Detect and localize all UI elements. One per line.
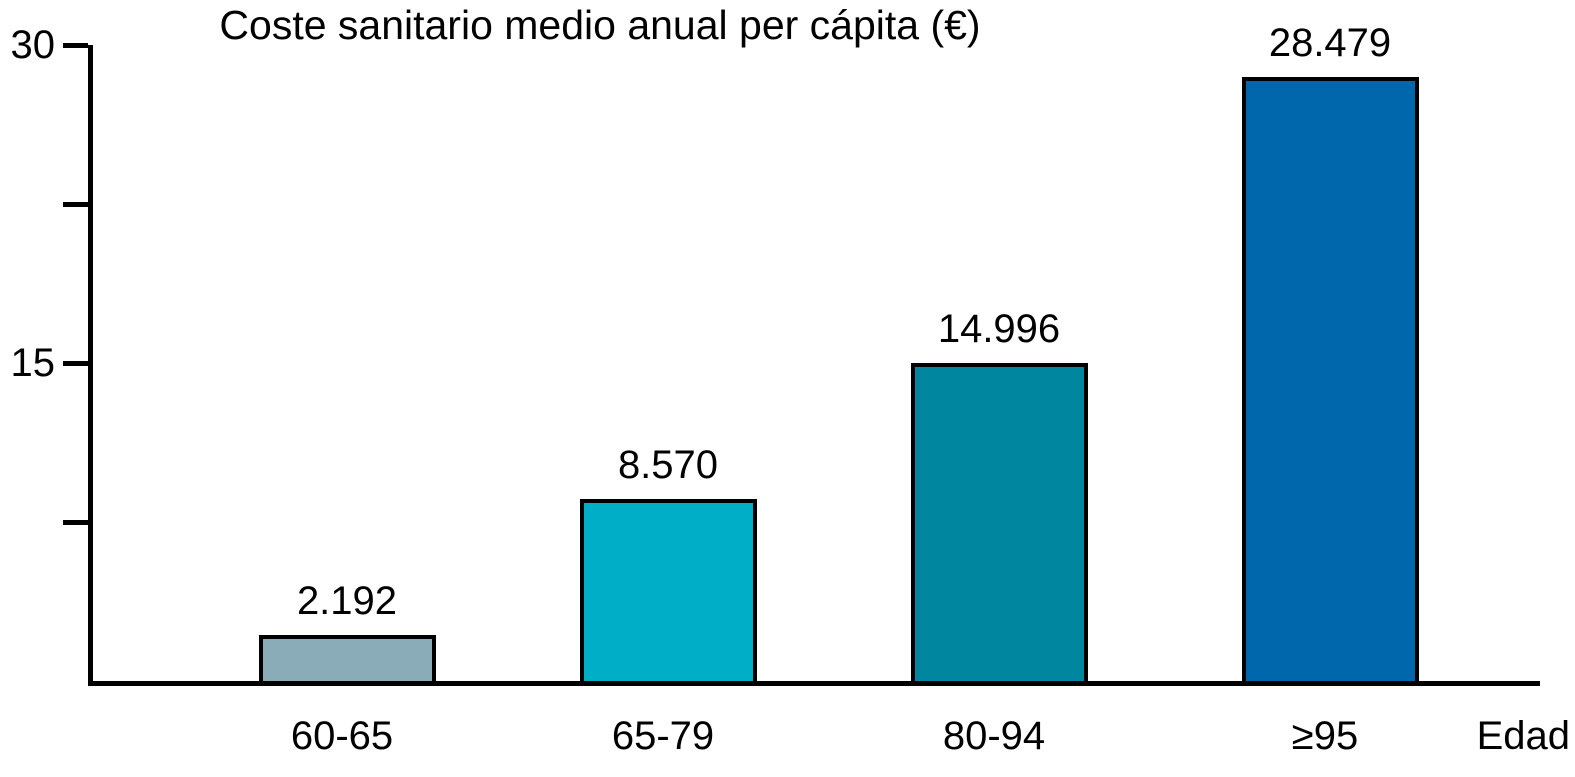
y-tick-label: 15 (10, 341, 56, 385)
x-tick-label: ≥95 (1291, 714, 1359, 758)
bar (1241, 77, 1419, 681)
y-axis-tick (63, 42, 88, 48)
y-axis-tick (63, 519, 88, 525)
x-axis-title: Edad (1476, 714, 1570, 758)
plot-area: 30 15 2.192 8.570 14.996 28.479 (11, 21, 1540, 686)
chart-title: Coste sanitario medio anual per cápita (… (219, 2, 981, 48)
bar-value-label: 2.192 (296, 578, 398, 623)
bar (258, 634, 436, 681)
bar-value-label: 8.570 (617, 443, 719, 488)
x-tick-label: 60-65 (290, 714, 394, 758)
y-tick-label: 30 (10, 23, 56, 67)
bar (910, 363, 1088, 681)
y-axis-tick (63, 360, 88, 366)
bar (579, 499, 757, 681)
bar-value-label: 14.996 (937, 307, 1061, 352)
x-tick-label: 80-94 (942, 714, 1046, 758)
x-tick-label: 65-79 (611, 714, 715, 758)
bar-value-label: 28.479 (1268, 21, 1392, 66)
y-axis-tick (63, 201, 88, 207)
